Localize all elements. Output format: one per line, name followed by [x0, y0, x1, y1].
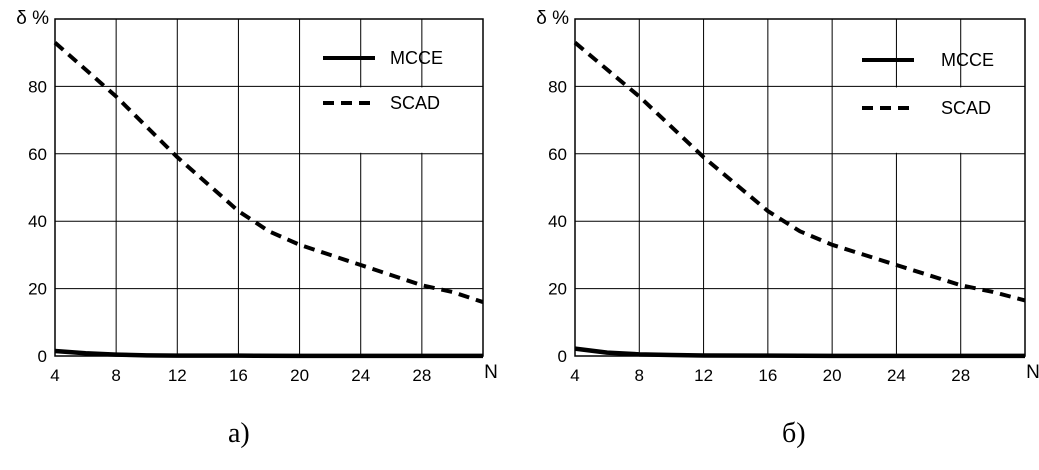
legend-bg-bottom	[300, 87, 482, 153]
y-tick-label: 0	[558, 347, 567, 366]
y-tick-label: 20	[548, 280, 567, 299]
y-tick-label: 0	[38, 347, 47, 366]
y-tick-label: 20	[28, 280, 47, 299]
series-line-mcce	[54, 348, 483, 359]
series-line-mcce	[574, 346, 1025, 359]
y-tick-label: 80	[548, 77, 567, 96]
y-tick-label: 60	[548, 145, 567, 164]
x-tick-label: 16	[758, 366, 777, 385]
y-tick-label: 60	[28, 145, 47, 164]
series-line-scad	[53, 41, 484, 304]
y-tick-label: 40	[548, 212, 567, 231]
series-line-scad	[573, 41, 1026, 303]
chart-panel-b: 4 8 12 16 20 24 28 0 20 40 60 80 δ % N МССЕ SCAD б)	[519, 0, 1039, 470]
x-tick-label: 4	[570, 366, 579, 385]
chart-b: 4 8 12 16 20 24 28 0 20 40 60 80 δ % N МССЕ SCAD	[536, 8, 1039, 385]
legend-bg-bottom	[833, 87, 1024, 153]
x-tick-label: 28	[951, 366, 970, 385]
x-tick-label: 24	[351, 366, 370, 385]
x-tick-label: 16	[229, 366, 248, 385]
chart-panel-a: 4 8 12 16 20 24 28 0 20 40 60 80 δ % N МССЕ SCAD а)	[16, 8, 498, 449]
chart-a: 4 8 12 16 20 24 28 0 20 40 60 80 δ % N МССЕ SCAD	[16, 8, 498, 385]
caption-a: а)	[228, 418, 250, 449]
x-tick-label: 28	[412, 366, 431, 385]
x-tick-label: 12	[168, 366, 187, 385]
plot-frame	[54, 18, 484, 357]
y-axis-label: δ %	[16, 8, 49, 29]
legend-label-mcce: МССЕ	[390, 48, 443, 68]
legend-label-scad: SCAD	[390, 93, 440, 113]
x-tick-label: 8	[635, 366, 644, 385]
x-tick-label: 20	[290, 366, 309, 385]
grid	[575, 19, 1025, 356]
y-tick-label: 40	[28, 212, 47, 231]
grid	[55, 19, 483, 356]
y-tick-label: 80	[28, 77, 47, 96]
x-tick-label: 8	[111, 366, 120, 385]
legend-label-scad: SCAD	[941, 98, 991, 118]
caption-b: б)	[782, 418, 806, 449]
x-axis-label: N	[484, 362, 498, 383]
legend-bg-top	[961, 20, 1024, 86]
y-axis-label: δ %	[536, 8, 569, 29]
legend-label-mcce: МССЕ	[941, 50, 994, 70]
x-tick-label: 12	[694, 366, 713, 385]
x-tick-label: 24	[887, 366, 906, 385]
x-tick-label: 4	[50, 366, 59, 385]
x-tick-label: 20	[823, 366, 842, 385]
x-axis-label: N	[1026, 362, 1039, 383]
legend-bg-top	[422, 20, 482, 86]
